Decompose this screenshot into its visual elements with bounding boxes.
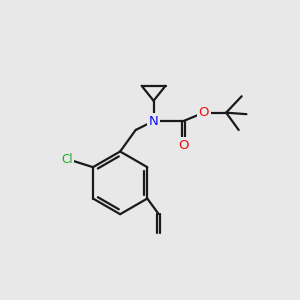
Text: N: N (149, 115, 158, 128)
Text: O: O (199, 106, 209, 119)
Text: O: O (178, 139, 189, 152)
Text: Cl: Cl (61, 153, 73, 166)
